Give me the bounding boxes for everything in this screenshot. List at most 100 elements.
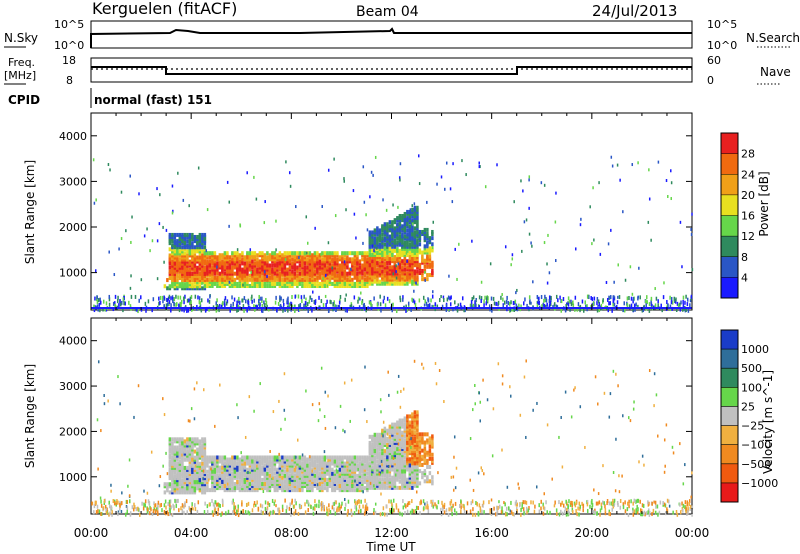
power-ground-cell	[253, 298, 255, 303]
power-scatter-cell	[273, 275, 277, 280]
velocity-scatter-cell	[221, 484, 224, 489]
velocity-scatter-cell	[246, 482, 249, 487]
power-scatter-cell	[213, 263, 217, 268]
power-ground-cell	[648, 302, 651, 307]
power-scatter-cell	[288, 277, 292, 282]
velocity-scatter-cell	[188, 482, 192, 487]
velocity-noise-cell	[668, 504, 671, 508]
power-scatter-cell	[351, 263, 354, 268]
power-scatter-cell	[241, 271, 244, 276]
velocity-scatter-cell	[346, 488, 349, 493]
power-noise-cell	[424, 270, 426, 274]
power-scatter-cell	[306, 261, 309, 266]
power-ground-cell	[282, 298, 285, 303]
power-ground-cell	[544, 304, 547, 309]
velocity-noise-cell	[103, 393, 105, 397]
power-scatter-cell	[393, 232, 397, 237]
power-scatter-cell	[346, 284, 349, 289]
velocity-scatter-cell	[396, 422, 399, 427]
power-scatter-cell	[188, 273, 192, 278]
nsky-tick-bottom: 10^0	[54, 39, 84, 52]
power-scatter-cell	[223, 253, 227, 258]
velocity-scatter-cell	[401, 471, 404, 476]
velocity-scatter-cell	[396, 463, 399, 468]
power-scatter-cell	[273, 251, 277, 256]
power-ground-cell	[112, 307, 115, 312]
power-scatter-cell	[308, 279, 312, 284]
power-scatter-cell	[416, 214, 419, 219]
power-ground-cell	[379, 294, 381, 299]
velocity-scatter-cell	[411, 432, 414, 437]
velocity-scatter-cell	[248, 469, 252, 474]
velocity-scatter-cell	[406, 463, 409, 468]
power-scatter-cell	[181, 265, 184, 270]
power-scatter-cell	[371, 275, 374, 280]
velocity-scatter-cell	[211, 461, 214, 466]
power-scatter-cell	[251, 284, 254, 289]
power-noise-cell	[343, 177, 345, 181]
power-noise-cell	[605, 280, 608, 284]
velocity-scatter-cell	[233, 459, 237, 464]
power-scatter-cell	[201, 259, 204, 264]
power-ground-cell	[585, 304, 587, 309]
power-scatter-cell	[343, 263, 347, 268]
power-scatter-cell	[203, 276, 207, 281]
power-scatter-cell	[403, 216, 407, 221]
velocity-scatter-cell	[406, 430, 409, 435]
power-scatter-cell	[308, 277, 312, 282]
power-scatter-cell	[201, 280, 204, 285]
power-ground-cell	[186, 308, 188, 313]
velocity-scatter-cell	[231, 475, 234, 480]
power-scatter-cell	[408, 277, 412, 282]
power-scatter-cell	[206, 277, 209, 282]
power-scatter-cell	[363, 265, 367, 270]
velocity-scatter-cell	[311, 484, 314, 489]
power-scatter-cell	[418, 266, 422, 271]
velocity-scatter-cell	[383, 451, 387, 456]
power-scatter-cell	[268, 263, 272, 268]
velocity-scatter-cell	[296, 461, 299, 466]
power-ground-cell	[623, 308, 626, 313]
power-ground-cell	[612, 299, 615, 304]
power-scatter-cell	[178, 245, 182, 250]
velocity-scatter-cell	[408, 440, 412, 445]
velocity-scatter-cell	[333, 477, 337, 482]
velocity-scatter-cell	[386, 473, 389, 478]
power-scatter-cell	[181, 284, 184, 289]
power-scatter-cell	[263, 271, 267, 276]
velocity-scatter-cell	[228, 482, 232, 487]
power-colorbar-segment	[721, 215, 738, 237]
power-scatter-cell	[426, 256, 429, 261]
power-scatter-cell	[396, 232, 399, 237]
velocity-scatter-cell	[376, 449, 379, 454]
power-scatter-cell	[293, 265, 297, 270]
power-scatter-cell	[268, 279, 272, 284]
power-ground-cell	[221, 302, 224, 307]
power-scatter-cell	[303, 275, 307, 280]
power-ylabel: Slant Range [km]	[23, 160, 37, 264]
velocity-scatter-cell	[281, 461, 284, 466]
power-scatter-cell	[341, 253, 344, 258]
power-scatter-cell	[416, 248, 419, 253]
velocity-scatter-cell	[408, 465, 412, 470]
velocity-scatter-cell	[368, 479, 372, 484]
power-scatter-cell	[416, 265, 419, 270]
velocity-scatter-cell	[388, 426, 392, 431]
power-scatter-cell	[411, 226, 414, 231]
power-scatter-cell	[238, 269, 242, 274]
velocity-scatter-cell	[171, 465, 174, 470]
power-scatter-cell	[256, 259, 259, 264]
power-scatter-cell	[373, 252, 377, 257]
velocity-scatter-cell	[391, 432, 394, 437]
velocity-scatter-cell	[406, 447, 409, 452]
velocity-scatter-cell	[256, 469, 259, 474]
power-scatter-cell	[216, 269, 219, 274]
power-scatter-cell	[313, 257, 317, 262]
power-scatter-cell	[213, 275, 217, 280]
power-scatter-cell	[386, 259, 389, 264]
power-scatter-cell	[303, 261, 307, 266]
velocity-scatter-cell	[408, 471, 412, 476]
velocity-scatter-cell	[311, 457, 314, 462]
velocity-scatter-cell	[318, 484, 322, 489]
power-scatter-cell	[208, 269, 212, 274]
